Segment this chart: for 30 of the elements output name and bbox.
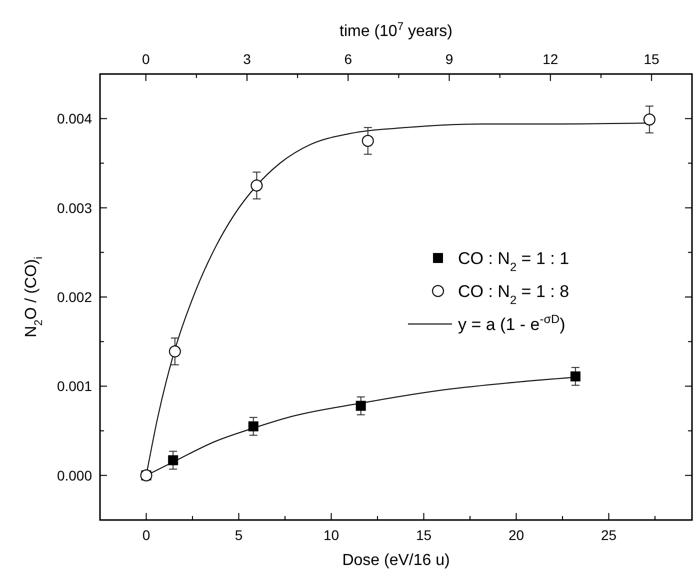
x2-tick-label: 6	[344, 51, 352, 67]
x-tick-label: 20	[508, 527, 524, 543]
x-tick-label: 0	[142, 527, 150, 543]
point	[248, 421, 258, 432]
legend-label: y = a (1 - e$^{-σD}$)	[458, 312, 566, 334]
x2-tick-label: 12	[542, 51, 558, 67]
point	[168, 455, 178, 466]
x-tick-label: 15	[416, 527, 432, 543]
x2-tick-label: 15	[644, 51, 660, 67]
x-axis-title: Dose (eV/16 u)	[342, 552, 450, 569]
x-tick-label: 10	[323, 527, 340, 543]
point	[250, 180, 263, 192]
point	[570, 371, 580, 382]
y-tick-label: 0.002	[56, 289, 92, 305]
x2-tick-label: 9	[445, 51, 454, 67]
x2-axis-title: time (10$^{7}$ years)	[340, 21, 452, 40]
y-tick-label: 0.003	[56, 200, 92, 216]
legend-label: CO : N$_{2}$ = 1 : 1	[458, 249, 570, 274]
x-tick-label: 5	[234, 527, 243, 543]
legend-label: CO : N$_{2}$ = 1 : 8	[458, 282, 570, 307]
y-tick-label: 0.004	[56, 110, 92, 127]
point	[168, 345, 181, 358]
text: 0.000	[56, 467, 92, 484]
x2-tick-label: 3	[243, 51, 252, 67]
point	[643, 113, 656, 126]
x-tick-label: 25	[600, 527, 617, 543]
point	[356, 400, 366, 411]
x2-tick-label: 0	[142, 51, 150, 67]
point	[362, 134, 374, 147]
y-tick-label: 0.001	[56, 378, 92, 394]
